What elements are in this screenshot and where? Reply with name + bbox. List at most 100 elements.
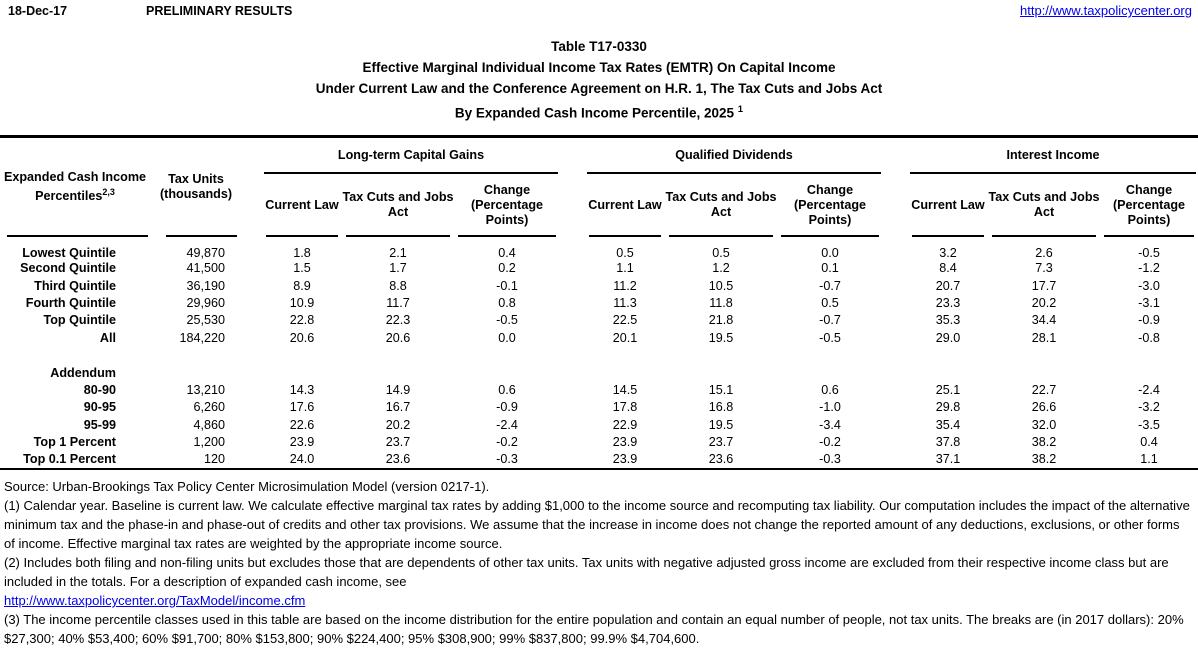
table-row: 80-90 13,210 14.3 14.9 0.6 14.5 15.1 0.6… <box>0 381 1198 398</box>
rate-cell: 19.5 <box>708 417 734 432</box>
rate-cell: 0.8 <box>498 295 516 310</box>
spacer <box>560 416 585 433</box>
spacer <box>883 346 908 363</box>
footnote-2: (2) Includes both filing and non-filing … <box>4 555 1169 590</box>
rate-cell: -0.7 <box>819 313 841 328</box>
tax-units-cell: 4,860 <box>193 417 225 432</box>
spacer <box>883 433 908 450</box>
rate-cell: 37.1 <box>935 452 961 467</box>
rate-cell: -0.7 <box>819 278 841 293</box>
spacer <box>242 294 262 311</box>
tax-units-cell: 120 <box>203 452 225 467</box>
rate-cell: 8.8 <box>389 278 407 293</box>
rate-cell: 0.5 <box>821 295 839 310</box>
rate-cell: -0.5 <box>819 330 841 345</box>
footnote-3: (3) The income percentile classes used i… <box>4 612 1184 647</box>
row-label-cell <box>0 346 150 363</box>
spacer <box>242 433 262 450</box>
rate-cell: -0.3 <box>819 452 841 467</box>
column-header-change: Change (Percentage Points) <box>454 174 560 237</box>
table-number: Table T17-0330 <box>551 39 647 54</box>
source-note: Source: Urban-Brookings Tax Policy Cente… <box>4 479 490 495</box>
rate-cell: 0.6 <box>498 382 516 397</box>
rate-cell: 34.4 <box>1031 313 1057 328</box>
column-header-change: Change (Percentage Points) <box>1100 174 1198 237</box>
rate-cell: 23.9 <box>289 435 315 450</box>
spacer <box>883 138 908 237</box>
spacer <box>560 329 585 346</box>
tax-units-cell <box>150 364 242 381</box>
rate-cell: 23.3 <box>935 295 961 310</box>
rate-cell: 20.2 <box>1031 295 1057 310</box>
spacer <box>560 312 585 329</box>
rate-cell: 38.2 <box>1031 435 1057 450</box>
table-row: 95-99 4,860 22.6 20.2 -2.4 22.9 19.5 -3.… <box>0 416 1198 433</box>
rate-cell: 0.0 <box>821 245 839 260</box>
rate-cell: 2.1 <box>389 245 407 260</box>
rate-cell <box>1100 364 1198 381</box>
report-title: Effective Marginal Individual Income Tax… <box>362 60 836 75</box>
spacer <box>560 381 585 398</box>
tpc-site-link[interactable]: http://www.taxpolicycenter.org <box>1020 3 1192 18</box>
column-header-tax-units: Tax Units (thousands) <box>150 138 242 237</box>
tax-units-cell: 36,190 <box>186 278 225 293</box>
rate-cell <box>454 346 560 363</box>
rate-cell: 23.6 <box>708 452 734 467</box>
tax-units-cell: 41,500 <box>186 261 225 276</box>
footnote-marker-1: 1 <box>737 104 744 115</box>
table-row: Fourth Quintile 29,960 10.9 11.7 0.8 11.… <box>0 294 1198 311</box>
rate-cell: 10.9 <box>289 295 315 310</box>
row-label-cell: Third Quintile <box>34 278 116 293</box>
row-label-cell: Top 1 Percent <box>33 435 116 450</box>
rate-cell: 2.6 <box>1035 245 1053 260</box>
rate-cell: 23.6 <box>385 452 411 467</box>
spacer <box>242 277 262 294</box>
column-header-tcja: Tax Cuts and Jobs Act <box>665 174 777 237</box>
spacer <box>883 399 908 416</box>
rate-cell: -0.3 <box>496 452 518 467</box>
column-group-qualified-dividends: Qualified Dividends <box>585 138 883 174</box>
emtr-table: Expanded Cash Income Percentiles2,3 Tax … <box>0 138 1198 469</box>
spacer <box>883 260 908 277</box>
spacer <box>883 329 908 346</box>
table-row: Third Quintile 36,190 8.9 8.8 -0.1 11.2 … <box>0 277 1198 294</box>
column-header-current-law: Current Law <box>585 174 665 237</box>
rate-cell <box>262 346 342 363</box>
rate-cell <box>908 364 988 381</box>
rate-cell: 23.7 <box>708 435 734 450</box>
spacer <box>883 416 908 433</box>
rate-cell <box>908 346 988 363</box>
column-header-tcja: Tax Cuts and Jobs Act <box>988 174 1100 237</box>
spacer <box>883 381 908 398</box>
rate-cell: -3.0 <box>1138 278 1160 293</box>
spacer <box>560 451 585 468</box>
column-header-current-law: Current Law <box>262 174 342 237</box>
rate-cell: 0.1 <box>821 261 839 276</box>
row-label-cell: Lowest Quintile <box>22 245 116 260</box>
rate-cell: 22.5 <box>612 313 638 328</box>
top-bar: 18-Dec-17 PRELIMINARY RESULTS http://www… <box>0 0 1198 24</box>
table-top-rule <box>0 134 1198 138</box>
rate-cell: 0.5 <box>616 245 634 260</box>
rate-cell: 0.2 <box>498 261 516 276</box>
rate-cell: 1.2 <box>712 261 730 276</box>
spacer <box>242 451 262 468</box>
table-row: Top 1 Percent 1,200 23.9 23.7 -0.2 23.9 … <box>0 433 1198 450</box>
rate-cell: 17.6 <box>289 400 315 415</box>
tax-units-cell: 29,960 <box>186 295 225 310</box>
rate-cell: 1.1 <box>1140 452 1158 467</box>
rate-cell <box>777 364 883 381</box>
rate-cell: -3.4 <box>819 417 841 432</box>
spacer <box>242 138 262 237</box>
spacer <box>242 346 262 363</box>
spacer <box>242 260 262 277</box>
preliminary-results-label: PRELIMINARY RESULTS <box>146 4 293 18</box>
title-block: Table T17-0330 Effective Marginal Indivi… <box>0 36 1198 124</box>
rate-cell: 16.7 <box>385 400 411 415</box>
rate-cell: 29.0 <box>935 330 961 345</box>
spacer <box>883 451 908 468</box>
rate-cell: -3.5 <box>1138 417 1160 432</box>
rate-cell: -0.2 <box>496 435 518 450</box>
income-definition-link[interactable]: http://www.taxpolicycenter.org/TaxModel/… <box>4 593 306 609</box>
rate-cell: 7.3 <box>1035 261 1053 276</box>
